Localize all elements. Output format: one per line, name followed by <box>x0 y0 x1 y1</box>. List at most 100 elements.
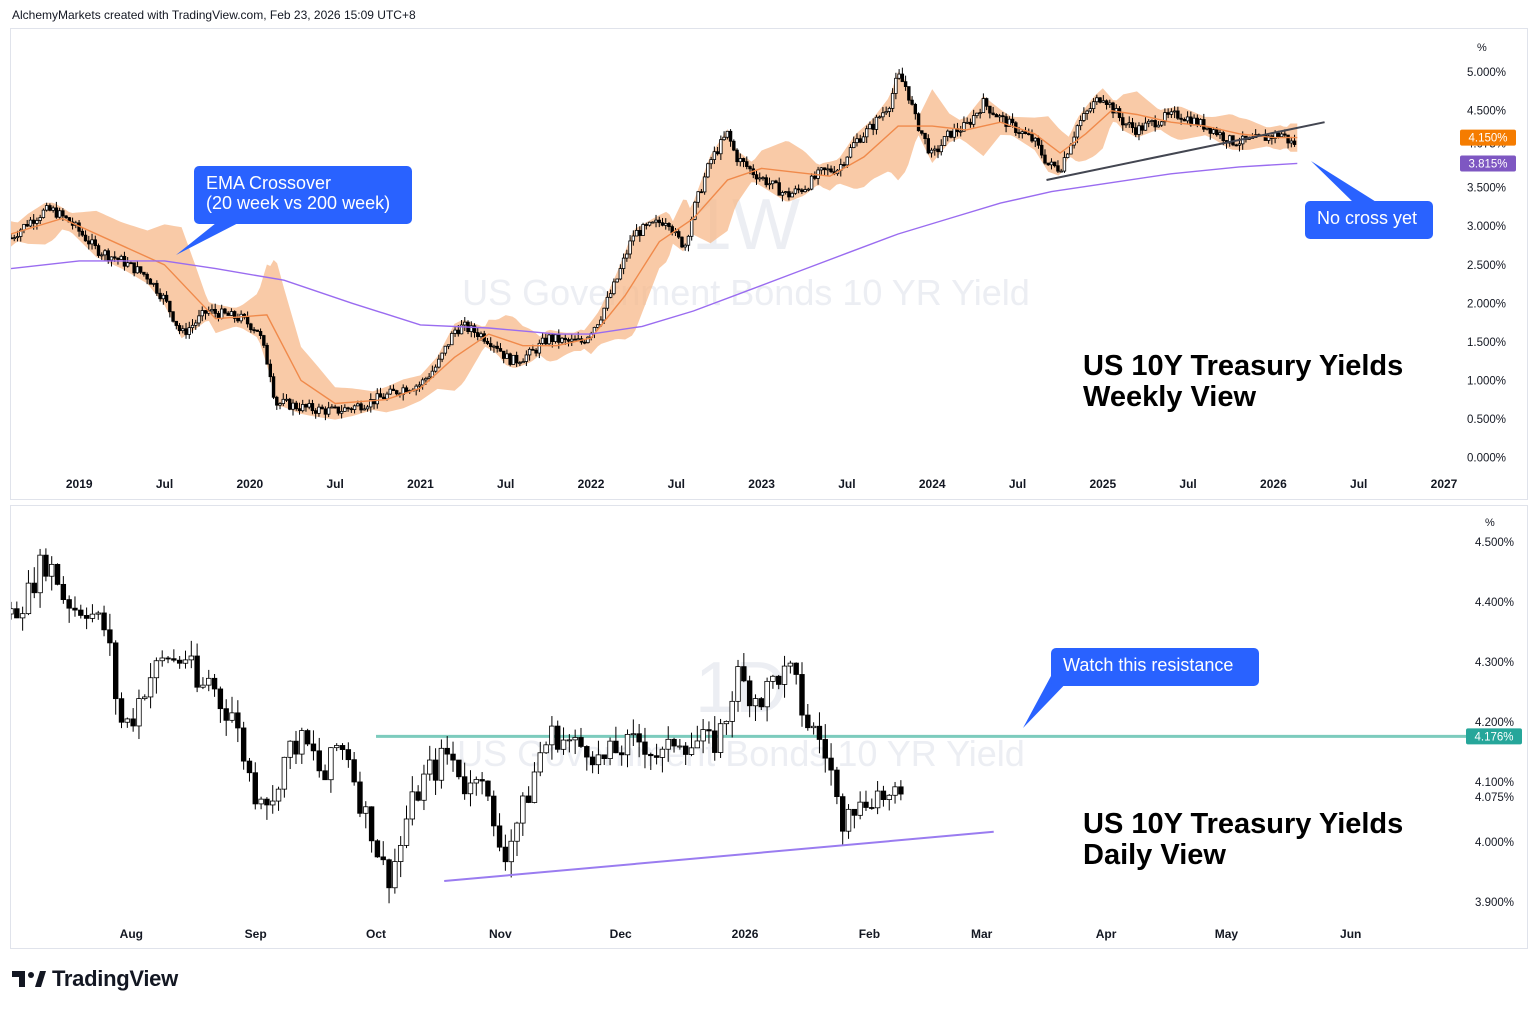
candle-body <box>252 772 258 805</box>
candle-body <box>563 337 567 341</box>
candle-body <box>525 795 532 803</box>
weekly-chart-panel[interactable]: 1W US Government Bonds 10 YR Yield% 5.000%… <box>9 28 1528 500</box>
candle-body <box>424 378 428 381</box>
candle-body <box>268 363 273 378</box>
candle-body <box>391 388 396 391</box>
candle-body <box>1179 117 1183 120</box>
candle-body <box>459 324 464 335</box>
resistance-callout-box <box>1051 648 1259 686</box>
ema-crossover-callout-text: EMA Crossover <box>206 173 331 193</box>
candle-body <box>771 180 775 185</box>
candle-body <box>1056 165 1060 172</box>
candle-body <box>781 665 788 685</box>
candle-body <box>262 335 266 346</box>
candle-body <box>680 236 684 248</box>
candle-body <box>625 253 629 259</box>
candle-body <box>382 396 386 400</box>
candle-body <box>301 404 305 412</box>
candle-body <box>570 338 574 342</box>
candle-body <box>496 825 503 848</box>
candle-body <box>1104 100 1109 105</box>
candle-body <box>38 217 42 221</box>
candle-body <box>618 268 623 280</box>
candle-body <box>975 112 979 117</box>
candle-body <box>549 725 555 746</box>
candle-body <box>531 348 535 351</box>
y-tick-label: 2.000% <box>1467 298 1506 310</box>
x-tick-label: 2020 <box>236 477 263 491</box>
candle-body <box>388 388 392 395</box>
candle-body <box>1215 129 1219 136</box>
candle-body <box>495 345 499 349</box>
candle-body <box>380 856 386 861</box>
candle-body <box>9 237 13 240</box>
candle-body <box>1208 127 1212 134</box>
candle-body <box>638 230 642 236</box>
candle-body <box>880 790 887 800</box>
candle-body <box>294 402 298 410</box>
candle-body <box>19 613 26 619</box>
candle-body <box>357 781 363 814</box>
candle-body <box>1091 101 1096 110</box>
candle-body <box>1124 123 1128 126</box>
candle-body <box>229 712 235 721</box>
candle-body <box>852 142 856 149</box>
candle-body <box>1185 116 1190 122</box>
candle-body <box>1040 144 1044 156</box>
candle-body <box>544 337 548 345</box>
candle-body <box>374 840 381 858</box>
candle-body <box>1004 116 1008 127</box>
x-tick-label: Feb <box>859 927 880 941</box>
candle-body <box>61 210 65 217</box>
candle-body <box>188 655 195 661</box>
candle-body <box>190 324 195 329</box>
candle-body <box>696 191 700 203</box>
candle-body <box>1130 122 1135 129</box>
daily-chart-panel[interactable]: 1D US Government Bonds 10 YR Yield% 4.500%… <box>8 505 1528 949</box>
candle-body <box>543 744 549 754</box>
candle-body <box>322 770 328 781</box>
candle-body <box>35 220 39 224</box>
x-tick-label: 2026 <box>1260 477 1287 491</box>
y-tick-label: 4.400% <box>1475 597 1514 609</box>
candle-body <box>764 177 768 186</box>
candle-body <box>194 655 200 688</box>
candle-body <box>206 677 212 686</box>
candle-body <box>933 148 937 151</box>
candle-body <box>333 406 337 409</box>
candle-body <box>636 733 642 743</box>
candle-body <box>44 205 49 211</box>
x-tick-label: 2021 <box>407 477 434 491</box>
price-tag-ema200: 3.815% <box>1468 158 1507 170</box>
candle-body <box>265 344 269 365</box>
x-tick-label: Jul <box>668 477 685 491</box>
tradingview-logo[interactable]: TradingView <box>12 966 178 992</box>
candle-body <box>334 745 340 749</box>
y-tick-label: 0.500% <box>1467 414 1506 426</box>
candle-body <box>446 344 451 347</box>
no-cross-callout-box <box>1305 201 1433 239</box>
candle-body <box>313 410 318 414</box>
candle-body <box>589 756 596 766</box>
candle-body <box>787 191 791 198</box>
candle-body <box>1276 132 1281 138</box>
candle-body <box>809 175 814 190</box>
candle-body <box>677 231 681 238</box>
candle-body <box>369 399 373 408</box>
candle-body <box>861 136 866 143</box>
candle-body <box>1198 119 1203 126</box>
candle-body <box>910 99 914 105</box>
candle-body <box>555 725 561 750</box>
candle-body <box>790 192 794 198</box>
candle-body <box>138 266 143 273</box>
candle-body <box>1082 113 1086 121</box>
candle-body <box>1036 137 1041 146</box>
candle-body <box>124 718 131 723</box>
candle-body <box>450 333 454 346</box>
candle-body <box>715 151 720 155</box>
candle-body <box>316 750 322 772</box>
candle-body <box>717 723 724 753</box>
candle-body <box>595 324 600 328</box>
